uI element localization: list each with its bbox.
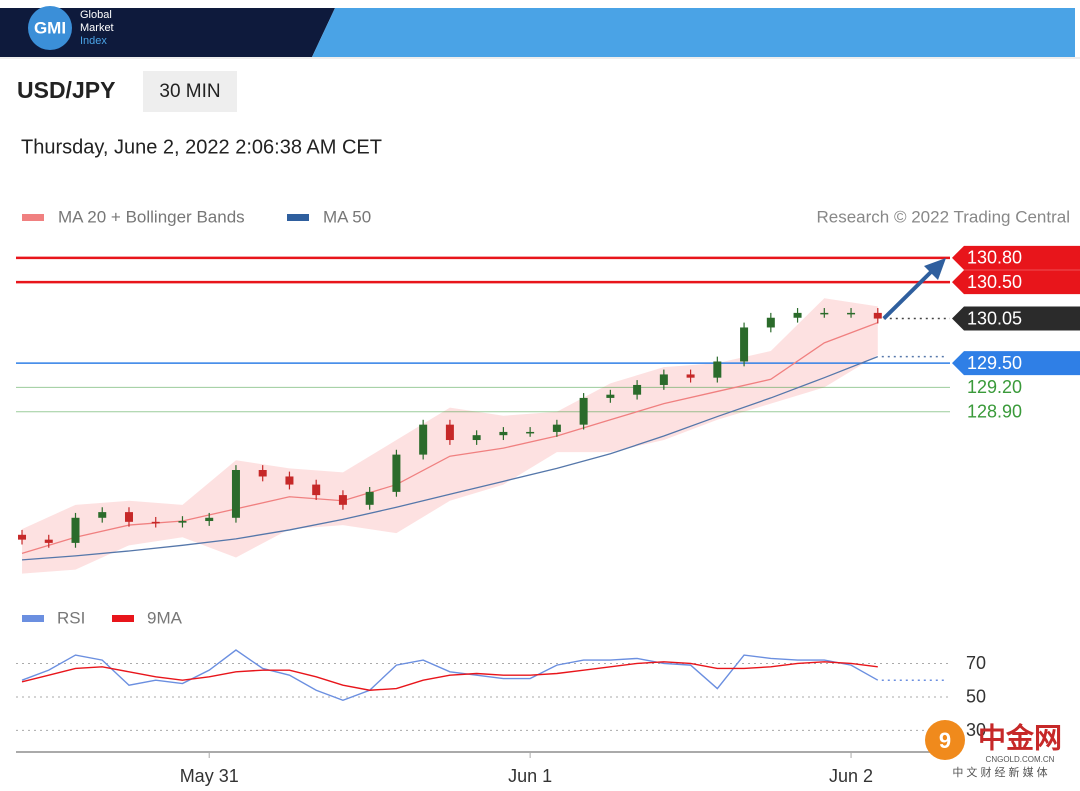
ma-line [21, 661, 878, 691]
legend-swatch [22, 214, 44, 221]
candle-body [793, 312, 802, 318]
candle-body [419, 424, 428, 455]
candle-body [178, 521, 187, 523]
brand-line: Index [80, 35, 107, 47]
candle-body [820, 312, 829, 315]
level-label-box [952, 351, 1080, 376]
level-label: 130.05 [967, 308, 1022, 328]
x-tick-label: May 31 [180, 766, 239, 786]
logo-circle [28, 6, 72, 50]
candle-body [472, 435, 481, 441]
candle-body [686, 374, 695, 378]
candle-body [231, 470, 240, 518]
candle-body [579, 397, 588, 425]
candle-body [847, 312, 856, 315]
brand-line: Global [80, 9, 112, 21]
level-label: 129.50 [967, 353, 1022, 373]
candle-body [98, 512, 107, 518]
logo: GMI [34, 18, 66, 37]
legend-label: 9MA [147, 608, 183, 627]
x-tick-label: Jun 2 [829, 766, 873, 786]
watermark-tagline: 中 文 财 经 新 媒 体 [952, 765, 1047, 779]
candle-body [766, 317, 775, 328]
candle-body [205, 517, 214, 522]
candle-body [873, 312, 882, 319]
candle-body [740, 327, 749, 362]
candle-body [633, 384, 642, 395]
watermark-site: CNGOLD.COM.CN [986, 755, 1055, 764]
candle-body [499, 431, 508, 436]
candle-body [365, 491, 374, 505]
timeframe-box [143, 71, 237, 112]
legend-swatch [287, 214, 309, 221]
target-arrowhead [924, 258, 946, 280]
candle-body [606, 394, 615, 398]
credit: Research © 2022 Trading Central [817, 207, 1071, 226]
candle-body [151, 521, 160, 524]
target-arrow [882, 266, 937, 320]
timestamp: Thursday, June 2, 2022 2:06:38 AM CET [21, 136, 382, 158]
level-label-box [952, 270, 1080, 295]
level-label: 130.50 [967, 272, 1022, 292]
header-bar [312, 8, 1075, 57]
rsi-line [21, 649, 879, 702]
candle-body [124, 512, 133, 522]
ma50-line [21, 356, 879, 561]
level-label: 128.90 [967, 401, 1022, 421]
watermark-name: 中金网 [978, 721, 1062, 753]
y-tick-label: 70 [966, 653, 986, 673]
candle-body [44, 539, 53, 543]
symbol: USD/JPY [17, 77, 115, 103]
legend-label: RSI [57, 608, 85, 627]
candle-body [18, 534, 27, 540]
y-tick-label: 30 [966, 720, 986, 740]
candle-body [526, 431, 535, 434]
ma20-line [21, 321, 879, 555]
watermark-logo [925, 720, 965, 760]
level-label: 130.80 [967, 248, 1022, 268]
candle-body [312, 484, 321, 496]
candle-body [392, 454, 401, 492]
candle-body [285, 476, 294, 485]
level-label: 129.20 [967, 377, 1022, 397]
level-label-box [952, 245, 1080, 270]
header-dark [0, 8, 335, 57]
candle-body [338, 495, 347, 505]
candle-body [659, 374, 668, 385]
x-tick-label: Jun 1 [508, 766, 552, 786]
level-label-box [952, 306, 1080, 331]
candle-body [71, 517, 80, 543]
legend-label: MA 20 + Bollinger Bands [58, 207, 245, 226]
candle-body [258, 470, 267, 477]
brand-line: Market [80, 22, 114, 34]
legend-label: MA 50 [323, 207, 371, 226]
watermark-glyph: 9 [939, 728, 951, 753]
legend-swatch [22, 615, 44, 622]
y-tick-label: 50 [966, 687, 986, 707]
candle-body [713, 361, 722, 378]
candle-body [445, 424, 454, 441]
candle-body [552, 424, 561, 432]
timeframe: 30 MIN [159, 81, 220, 102]
legend-swatch [112, 615, 134, 622]
